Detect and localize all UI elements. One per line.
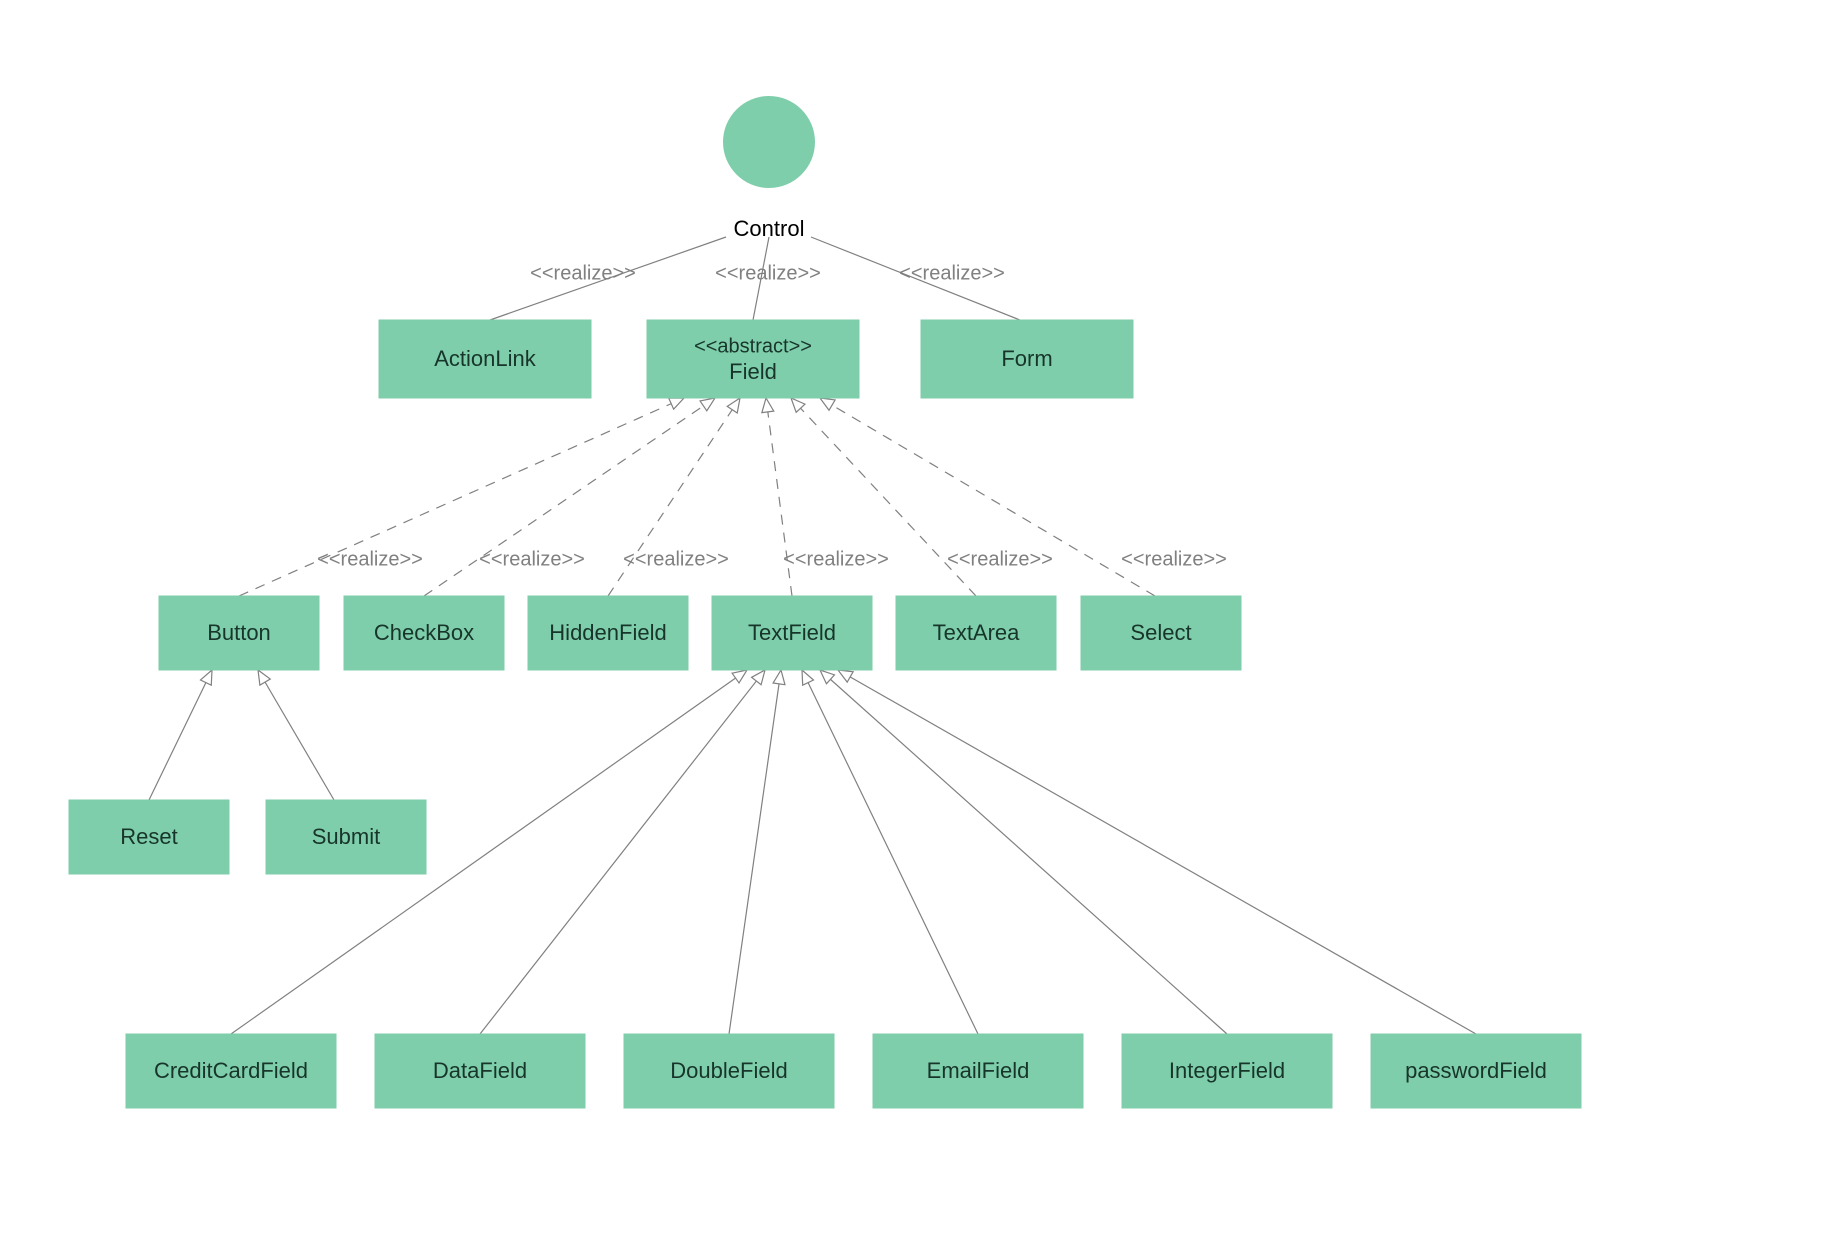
class-node-doublefield: DoubleField xyxy=(624,1034,834,1108)
class-node-textarea: TextArea xyxy=(896,596,1056,670)
class-stereotype: <<abstract>> xyxy=(694,335,812,357)
class-node-checkbox: CheckBox xyxy=(344,596,504,670)
class-node-textfield: TextField xyxy=(712,596,872,670)
class-name: passwordField xyxy=(1405,1058,1547,1083)
edge-stereotype-label: <<realize>> xyxy=(947,548,1053,570)
edge-labels-layer: <<realize>> <<realize>> <<realize>> <<reali… xyxy=(317,262,1227,570)
class-node-form: Form xyxy=(921,320,1133,398)
class-name: CheckBox xyxy=(374,620,474,645)
class-name: HiddenField xyxy=(549,620,666,645)
edge-stereotype-label: <<realize>> xyxy=(317,548,423,570)
class-node-datafield: DataField xyxy=(375,1034,585,1108)
class-name: TextArea xyxy=(933,620,1021,645)
class-name: Button xyxy=(207,620,271,645)
class-name: Submit xyxy=(312,824,380,849)
edge-stereotype-label: <<realize>> xyxy=(899,262,1005,284)
edge-stereotype-label: <<realize>> xyxy=(623,548,729,570)
edge-stereotype-label: <<realize>> xyxy=(1121,548,1227,570)
class-name: Field xyxy=(729,359,777,384)
class-name: ActionLink xyxy=(434,346,537,371)
class-name: Form xyxy=(1001,346,1052,371)
class-node-field: <<abstract>>Field xyxy=(647,320,859,398)
class-node-select: Select xyxy=(1081,596,1241,670)
class-name: Reset xyxy=(120,824,177,849)
class-node-emailfield: EmailField xyxy=(873,1034,1083,1108)
class-node-integerfield: IntegerField xyxy=(1122,1034,1332,1108)
edge-stereotype-label: <<realize>> xyxy=(479,548,585,570)
root-control-node xyxy=(723,96,815,188)
class-node-creditcardfield: CreditCardField xyxy=(126,1034,336,1108)
diagram-edge xyxy=(258,670,334,800)
class-node-hiddenfield: HiddenField xyxy=(528,596,688,670)
class-node-submit: Submit xyxy=(266,800,426,874)
edge-stereotype-label: <<realize>> xyxy=(783,548,889,570)
diagram-edge xyxy=(239,398,684,596)
class-name: CreditCardField xyxy=(154,1058,308,1083)
diagram-edge xyxy=(802,670,978,1034)
uml-class-diagram: Control ActionLink <<abstract>>Field Form Bu… xyxy=(0,0,1838,1248)
nodes-layer: Control ActionLink <<abstract>>Field Form Bu… xyxy=(69,96,1581,1108)
class-name: EmailField xyxy=(927,1058,1030,1083)
class-name: Select xyxy=(1130,620,1191,645)
class-name: DoubleField xyxy=(670,1058,787,1083)
diagram-edge xyxy=(149,670,212,800)
control-label: Control xyxy=(734,216,805,241)
class-node-button: Button xyxy=(159,596,319,670)
class-node-passwordfield: passwordField xyxy=(1371,1034,1581,1108)
class-name: TextField xyxy=(748,620,836,645)
diagram-edge xyxy=(838,670,1476,1034)
class-name: IntegerField xyxy=(1169,1058,1285,1083)
class-node-actionlink: ActionLink xyxy=(379,320,591,398)
diagram-edge xyxy=(480,670,765,1034)
class-name: DataField xyxy=(433,1058,527,1083)
edge-stereotype-label: <<realize>> xyxy=(530,262,636,284)
diagram-edge xyxy=(729,670,781,1034)
diagram-edge xyxy=(820,670,1227,1034)
class-node-reset: Reset xyxy=(69,800,229,874)
edge-stereotype-label: <<realize>> xyxy=(715,262,821,284)
